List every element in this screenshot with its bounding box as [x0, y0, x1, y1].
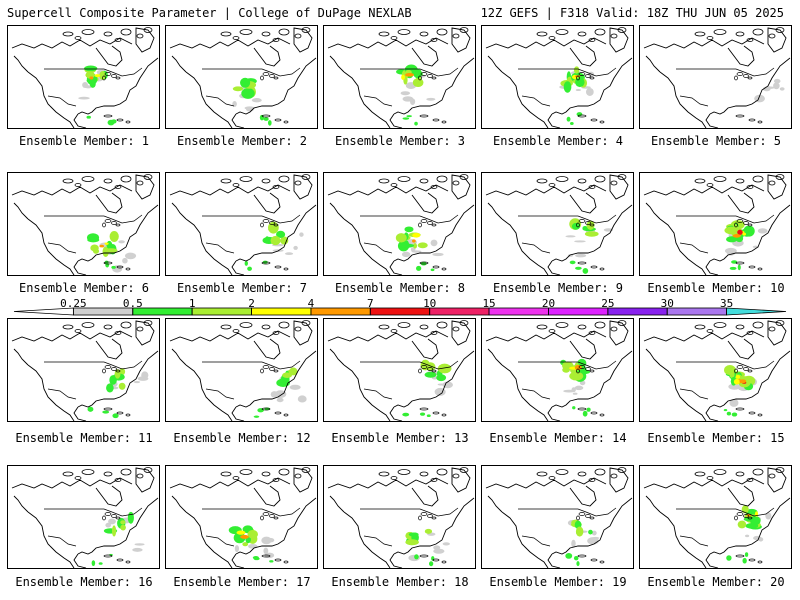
member-map: [11, 320, 159, 421]
member-caption: Ensemble Member: 10: [647, 281, 785, 295]
scp-color-scale: [13, 307, 787, 316]
color-scale-tick-label: 35: [719, 297, 734, 310]
member-map: [643, 320, 791, 421]
member-map: [643, 27, 791, 128]
color-scale-tick-label: 15: [482, 297, 496, 310]
member-map: [643, 467, 791, 568]
member-caption: Ensemble Member: 15: [647, 431, 785, 445]
member-map-panel: [639, 25, 792, 129]
member-map-panel: [7, 172, 160, 276]
member-map-panel: [323, 318, 476, 422]
color-scale-tick-label: 30: [660, 297, 674, 310]
member-caption: Ensemble Member: 14: [489, 431, 627, 445]
member-caption: Ensemble Member: 5: [650, 134, 782, 148]
color-scale-tick-label: 4: [307, 297, 315, 310]
member-map-panel: [165, 25, 318, 129]
member-map: [169, 320, 317, 421]
member-map: [169, 174, 317, 275]
member-map: [327, 174, 475, 275]
color-scale-tick-label: 25: [601, 297, 615, 310]
member-map: [643, 174, 791, 275]
color-scale-tick-label: 7: [366, 297, 374, 310]
member-caption: Ensemble Member: 16: [15, 575, 153, 589]
color-scale-segment: [607, 307, 668, 316]
member-map: [11, 27, 159, 128]
member-map-panel: [639, 465, 792, 569]
member-map: [11, 467, 159, 568]
member-caption: Ensemble Member: 8: [334, 281, 466, 295]
member-caption: Ensemble Member: 6: [18, 281, 150, 295]
member-caption: Ensemble Member: 9: [492, 281, 624, 295]
color-scale-segment: [726, 307, 787, 316]
member-map: [485, 320, 633, 421]
member-map-panel: [323, 25, 476, 129]
member-map-panel: [7, 318, 160, 422]
member-caption: Ensemble Member: 12: [173, 431, 311, 445]
member-map: [327, 27, 475, 128]
member-map-panel: [481, 318, 634, 422]
member-map-panel: [165, 465, 318, 569]
member-map: [485, 467, 633, 568]
member-caption: Ensemble Member: 2: [176, 134, 308, 148]
color-scale-tick-label: 0.5: [122, 297, 143, 310]
member-caption: Ensemble Member: 3: [334, 134, 466, 148]
member-map: [11, 174, 159, 275]
member-map: [327, 320, 475, 421]
member-map-panel: [165, 318, 318, 422]
color-scale-segment: [251, 307, 312, 316]
member-caption: Ensemble Member: 1: [18, 134, 150, 148]
member-map-panel: [639, 318, 792, 422]
color-scale-segment: [548, 307, 609, 316]
member-caption: Ensemble Member: 18: [331, 575, 469, 589]
member-map: [169, 467, 317, 568]
color-scale-tick-label: 0.25: [60, 297, 87, 310]
model-run-valid-time: 12Z GEFS | F318 Valid: 18Z THU JUN 05 20…: [480, 6, 784, 20]
member-map-panel: [481, 465, 634, 569]
color-scale-segment: [666, 307, 728, 316]
color-scale-tick-label: 10: [423, 297, 437, 310]
member-caption: Ensemble Member: 7: [176, 281, 308, 295]
map-title: Supercell Composite Parameter | College …: [7, 6, 412, 20]
member-map: [485, 174, 633, 275]
member-map: [485, 27, 633, 128]
member-caption: Ensemble Member: 4: [492, 134, 624, 148]
member-caption: Ensemble Member: 19: [489, 575, 627, 589]
member-caption: Ensemble Member: 13: [331, 431, 469, 445]
member-caption: Ensemble Member: 20: [647, 575, 785, 589]
color-scale-tick-label: 1: [188, 297, 196, 310]
color-scale-segment: [369, 307, 431, 316]
member-map-panel: [323, 172, 476, 276]
member-caption: Ensemble Member: 11: [15, 431, 153, 445]
member-map-panel: [7, 25, 160, 129]
color-scale-segment: [191, 307, 252, 316]
color-scale-tick-label: 2: [248, 297, 255, 310]
member-map: [169, 27, 317, 128]
color-scale-segment: [310, 307, 371, 316]
member-map-panel: [165, 172, 318, 276]
member-map-panel: [323, 465, 476, 569]
member-map: [327, 467, 475, 568]
member-map-panel: [7, 465, 160, 569]
member-map-panel: [639, 172, 792, 276]
color-scale-segment: [488, 307, 549, 316]
color-scale-tick-label: 20: [541, 297, 556, 310]
member-map-panel: [481, 172, 634, 276]
member-caption: Ensemble Member: 17: [173, 575, 311, 589]
member-map-panel: [481, 25, 634, 129]
color-scale-segment: [429, 307, 490, 316]
